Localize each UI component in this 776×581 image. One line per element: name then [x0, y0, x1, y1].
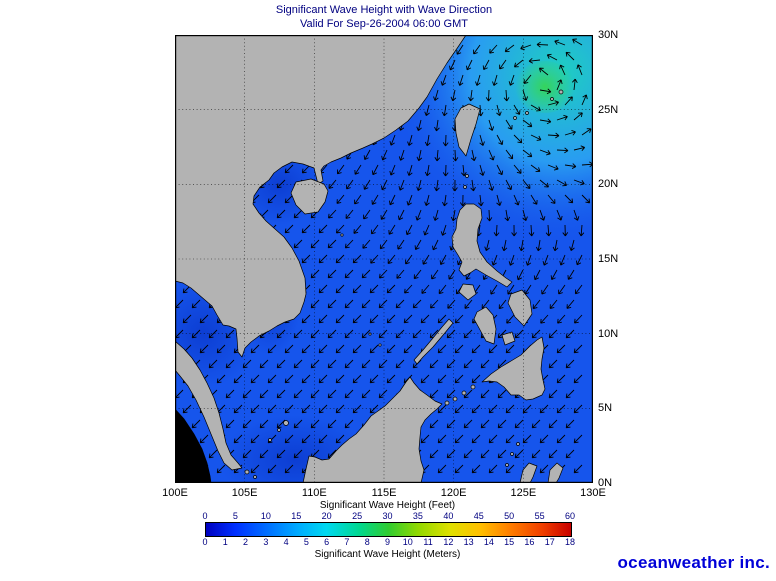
land-mindanao: [481, 336, 546, 401]
landmass-group: [175, 35, 564, 483]
wave-map-svg: [175, 35, 593, 483]
land-borneo: [302, 376, 443, 483]
land-palawan: [413, 318, 454, 365]
meters-tick-11: 11: [423, 537, 433, 547]
land-malay-peninsula: [175, 340, 243, 471]
graticule: [175, 35, 593, 483]
meters-tick-12: 12: [443, 537, 454, 547]
feet-tick-45: 45: [473, 511, 484, 521]
oceanweather-logo: oceanweather inc.: [617, 553, 770, 572]
lat-label-20N: 20N: [598, 178, 619, 191]
land-halmahera: [547, 462, 564, 483]
land-hainan: [290, 178, 329, 215]
land-bohol: [501, 331, 516, 346]
land-sumatra: [175, 408, 212, 483]
wave-maximum-patch: [515, 61, 575, 113]
meters-tick-1: 1: [222, 537, 228, 547]
feet-tick-5: 5: [232, 511, 238, 521]
meters-tick-14: 14: [483, 537, 494, 547]
lat-label-30N: 30N: [598, 29, 619, 41]
feet-tick-60: 60: [564, 511, 575, 521]
meters-tick-15: 15: [504, 537, 515, 547]
colorbar-feet-caption: Significant Wave Height (Feet): [319, 500, 456, 511]
feet-tick-0: 0: [202, 511, 208, 521]
lat-label-25N: 25N: [598, 103, 619, 116]
land-taiwan: [454, 103, 481, 157]
feet-tick-15: 15: [291, 511, 302, 521]
lat-label-0N: 0N: [598, 477, 613, 489]
lon-label-125E: 125E: [510, 487, 537, 499]
land-panay-negros: [473, 306, 497, 345]
title-block: Significant Wave Height with Wave Direct…: [175, 3, 593, 31]
chart-title: Significant Wave Height with Wave Direct…: [275, 4, 493, 16]
colorbar-gradient: [205, 522, 572, 537]
meters-tick-17: 17: [544, 537, 555, 547]
lon-label-100E: 100E: [162, 487, 188, 499]
meters-tick-4: 4: [283, 537, 289, 547]
feet-tick-25: 25: [352, 511, 363, 521]
colorbar-meters-caption: Significant Wave Height (Meters): [314, 549, 461, 560]
meters-tick-7: 7: [344, 537, 350, 547]
land-samar-leyte: [507, 289, 533, 327]
meters-tick-6: 6: [324, 537, 330, 547]
feet-tick-20: 20: [321, 511, 332, 521]
meters-tick-10: 10: [402, 537, 413, 547]
land-small-islands: [244, 89, 564, 479]
meters-tick-18: 18: [564, 537, 575, 547]
meters-tick-13: 13: [463, 537, 474, 547]
chart-subtitle: Valid For Sep-26-2004 06:00 GMT: [300, 18, 468, 30]
feet-tick-10: 10: [260, 511, 271, 521]
land-sulawesi-north: [519, 462, 538, 483]
meters-tick-16: 16: [524, 537, 535, 547]
feet-tick-40: 40: [443, 511, 454, 521]
meters-tick-9: 9: [384, 537, 390, 547]
lat-label-15N: 15N: [598, 253, 619, 265]
lat-label-10N: 10N: [598, 327, 619, 340]
feet-tick-30: 30: [382, 511, 393, 521]
map-canvas: [175, 35, 593, 483]
lon-label-130E: 130E: [580, 487, 606, 499]
land-mindoro: [458, 283, 477, 301]
meters-tick-2: 2: [243, 537, 249, 547]
feet-tick-50: 50: [504, 511, 515, 521]
map-border: [175, 35, 593, 483]
lon-label-110E: 110E: [301, 487, 327, 499]
land-china-indochina: [175, 35, 467, 358]
lon-label-120E: 120E: [440, 487, 467, 499]
meters-tick-5: 5: [303, 537, 309, 547]
meters-tick-3: 3: [263, 537, 269, 547]
meters-tick-8: 8: [364, 537, 370, 547]
lat-label-5N: 5N: [598, 402, 613, 415]
lon-label-115E: 115E: [371, 487, 397, 499]
feet-tick-35: 35: [412, 511, 423, 521]
meters-tick-0: 0: [202, 537, 208, 547]
lon-label-105E: 105E: [231, 487, 258, 499]
feet-tick-55: 55: [534, 511, 545, 521]
